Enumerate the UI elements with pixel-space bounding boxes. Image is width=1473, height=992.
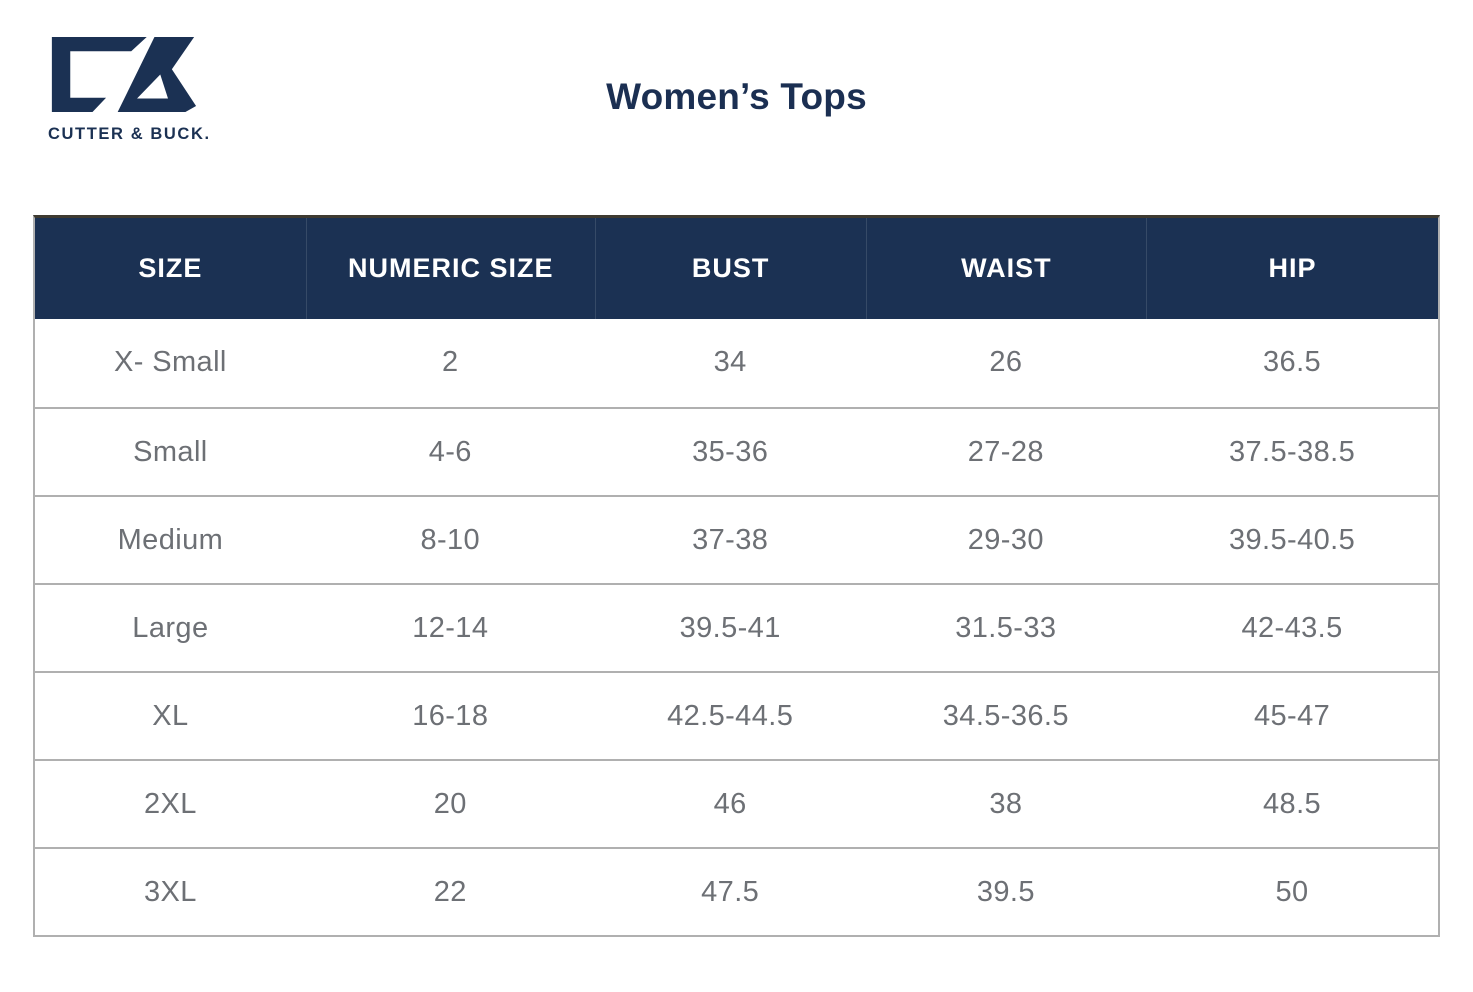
table-row: Large 12-14 39.5-41 31.5-33 42-43.5 [35, 583, 1438, 671]
size-cell: Medium [117, 524, 224, 556]
waist-cell: 31.5-33 [955, 612, 1057, 644]
numeric-size-cell: 16-18 [412, 700, 489, 732]
waist-cell: 26 [989, 346, 1023, 378]
column-header-hip: HIP [1146, 218, 1438, 319]
size-table-body: X- Small 2 34 26 36.5 Small 4-6 35-36 27… [35, 319, 1438, 935]
waist-cell: 27-28 [967, 436, 1044, 468]
bust-cell: 39.5-41 [679, 612, 781, 644]
size-cell: 2XL [143, 788, 197, 820]
hip-cell: 39.5-40.5 [1228, 524, 1356, 556]
column-header-numeric-size: NUMERIC SIZE [305, 218, 595, 319]
table-row: 3XL 22 47.5 39.5 50 [35, 847, 1438, 935]
hip-cell: 48.5 [1263, 788, 1322, 820]
size-cell: 3XL [143, 876, 197, 908]
hip-cell: 42-43.5 [1241, 612, 1343, 644]
waist-cell: 29-30 [967, 524, 1044, 556]
hip-cell: 50 [1275, 876, 1309, 908]
bust-cell: 34 [713, 346, 747, 378]
brand-wordmark: CUTTER & BUCK. [48, 125, 211, 143]
table-row: Medium 8-10 37-38 29-30 39.5-40.5 [35, 495, 1438, 583]
numeric-size-cell: 8-10 [420, 524, 481, 556]
bust-cell: 42.5-44.5 [667, 700, 794, 732]
numeric-size-cell: 12-14 [412, 612, 489, 644]
bust-cell: 37-38 [692, 524, 769, 556]
numeric-size-cell: 4-6 [428, 436, 472, 468]
column-header-size: SIZE [138, 253, 203, 283]
table-row: 2XL 20 46 38 48.5 [35, 759, 1438, 847]
size-cell: Small [133, 436, 208, 468]
waist-cell: 34.5-36.5 [942, 700, 1069, 732]
column-header-bust: BUST [594, 218, 866, 319]
size-cell: Large [132, 612, 209, 644]
hip-cell: 36.5 [1263, 346, 1322, 378]
bust-cell: 35-36 [692, 436, 769, 468]
size-cell: XL [152, 700, 189, 732]
cutter-buck-logo-icon [51, 37, 197, 112]
numeric-size-cell: 20 [433, 788, 467, 820]
hip-cell: 37.5-38.5 [1228, 436, 1356, 468]
page-title: Women’s Tops [606, 76, 867, 117]
bust-cell: 46 [713, 788, 747, 820]
waist-cell: 38 [989, 788, 1023, 820]
brand-block: CUTTER & BUCK. [48, 34, 211, 144]
table-row: Small 4-6 35-36 27-28 37.5-38.5 [35, 407, 1438, 495]
hip-cell: 45-47 [1253, 700, 1331, 732]
size-chart-table: SIZE NUMERIC SIZE BUST WAIST HIP X- Smal… [33, 215, 1440, 937]
table-header-row: SIZE NUMERIC SIZE BUST WAIST HIP [35, 218, 1438, 319]
numeric-size-cell: 22 [433, 876, 467, 908]
size-cell: X- Small [113, 346, 227, 378]
table-row: X- Small 2 34 26 36.5 [35, 319, 1438, 407]
bust-cell: 47.5 [701, 876, 760, 908]
waist-cell: 39.5 [976, 876, 1035, 908]
column-header-waist: WAIST [865, 218, 1147, 319]
table-row: XL 16-18 42.5-44.5 34.5-36.5 45-47 [35, 671, 1438, 759]
numeric-size-cell: 2 [442, 346, 459, 378]
